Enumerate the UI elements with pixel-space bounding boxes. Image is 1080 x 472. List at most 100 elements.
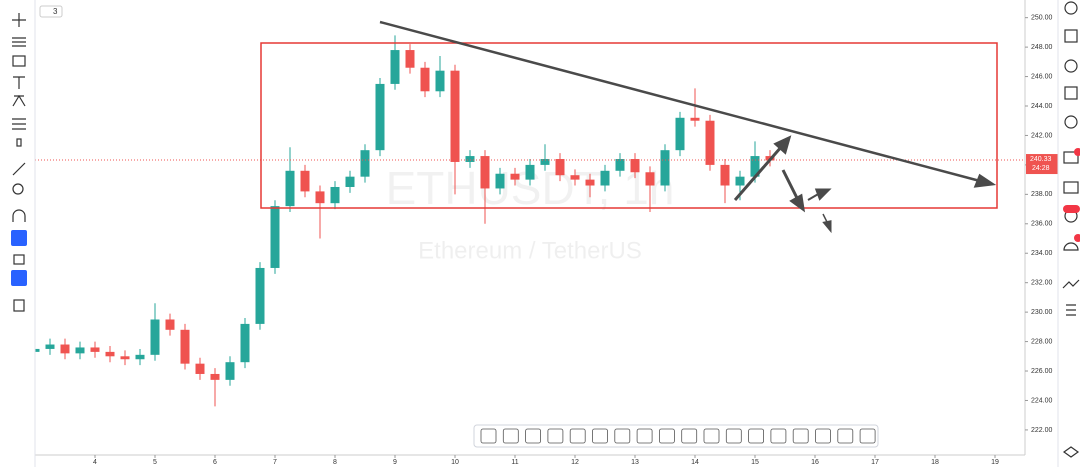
ideas-button[interactable] [1064,115,1078,129]
drawing-tool-button[interactable] [502,428,519,444]
y-tick-label: 232.00 [1031,280,1053,287]
data-window-button[interactable] [1064,59,1078,73]
y-tick-label: 238.00 [1031,191,1053,198]
toolbar-bg [1058,0,1080,467]
candle-body [285,170,295,207]
zoom-tool[interactable] [12,183,24,195]
pattern-tool[interactable] [12,94,26,107]
candle-body [60,344,70,354]
candle-body [735,176,745,186]
candle-body [270,206,280,268]
drawing-toolbar [473,424,879,448]
measure-tool[interactable] [12,162,26,176]
x-tick-label: 11 [511,459,518,466]
drawing-tool-button[interactable] [703,428,720,444]
candle-body [420,67,430,92]
candle-body [405,50,415,68]
crosshair-tool[interactable] [12,13,26,27]
drawing-tool-button[interactable] [480,428,497,444]
drawing-tool-button[interactable] [592,428,608,444]
candle-body [555,159,565,176]
candle-body [675,117,685,151]
x-tick-label: 19 [991,459,999,466]
y-tick-label: 228.00 [1031,338,1053,345]
candle-body [600,170,610,186]
magnet-tool[interactable] [12,209,26,222]
layers-button[interactable] [1062,446,1080,458]
interval-badge[interactable] [39,5,63,18]
drawings [379,20,997,234]
candle-body [465,156,475,162]
calendar-button[interactable] [1064,86,1078,100]
arrow-head [814,188,832,201]
text-tool[interactable] [13,76,25,89]
x-tick-label: 12 [571,459,579,466]
alarm-button[interactable] [1064,1,1078,15]
watermark-subtitle: Ethereum / TetherUS [418,237,642,264]
icon-tool[interactable] [16,138,22,147]
candle-body [240,323,250,363]
candle-body [210,373,220,380]
candle-body [525,164,535,180]
candle-body [75,347,85,354]
chat-button[interactable] [1063,151,1079,164]
arrow[interactable] [781,169,800,201]
drawing-tool-button[interactable] [748,428,764,444]
prediction-tool[interactable] [12,118,26,130]
arrow-head [773,135,792,155]
x-tick-label: 6 [213,459,217,466]
drawing-tool-button[interactable] [636,428,653,444]
candle-body [510,173,520,180]
shape-tool[interactable] [12,55,26,67]
arrow-head [822,220,832,234]
candle-body [585,179,595,186]
watchlist-button[interactable] [1064,29,1078,43]
candle-body [345,176,355,187]
left-toolbar [0,0,36,467]
range-rectangle[interactable] [260,42,998,209]
drawing-tool-button[interactable] [614,428,631,444]
candle-body [300,170,310,192]
settings-button[interactable] [1066,304,1076,316]
drawing-tool-button[interactable] [569,428,586,444]
badge [1074,148,1080,156]
drawing-tool-button[interactable] [725,428,742,444]
price-axis[interactable]: 222.00 224.00 226.00 228.00 230.00 232.00 234.… [1025,15,1058,434]
candle-body [570,175,580,180]
lock-tool[interactable] [13,254,25,265]
messages-button[interactable] [1063,181,1079,194]
drawing-tool-button[interactable] [792,428,809,444]
arrow[interactable] [733,145,784,201]
drawing-tool-button[interactable] [547,428,564,444]
stay-drawing-mode[interactable] [11,230,27,246]
x-tick-label: 8 [333,459,337,466]
drawing-tool-button[interactable] [859,428,876,444]
delete-tool[interactable] [13,299,25,312]
hide-tool[interactable] [11,270,27,286]
trading-button[interactable] [1062,279,1080,289]
candle-body [375,83,385,151]
drawing-tool-button[interactable] [770,428,787,444]
badge [1063,205,1080,213]
y-tick-label: 250.00 [1031,15,1053,22]
lines-tool[interactable] [12,37,26,47]
x-tick-label: 4 [93,459,97,466]
trend-line[interactable] [379,20,981,183]
candle-body [45,344,55,349]
x-tick-label: 16 [811,459,819,466]
drawing-tool-button[interactable] [815,428,831,444]
drawing-tool-button[interactable] [837,428,854,444]
drawing-tool-button[interactable] [525,428,541,444]
y-tick-label: 248.00 [1031,44,1053,51]
candle-body [105,351,115,357]
notifications-button[interactable] [1063,242,1079,251]
candle-body [495,173,505,189]
arrow-head [789,193,806,213]
drawing-tool-button[interactable] [659,428,675,444]
drawing-tool-button[interactable] [681,428,698,444]
candle-body [315,191,325,204]
time-axis[interactable]: 4 5 6 7 8 9 10 11 12 13 14 15 16 17 18 19 [93,455,999,466]
candle-body [180,329,190,364]
